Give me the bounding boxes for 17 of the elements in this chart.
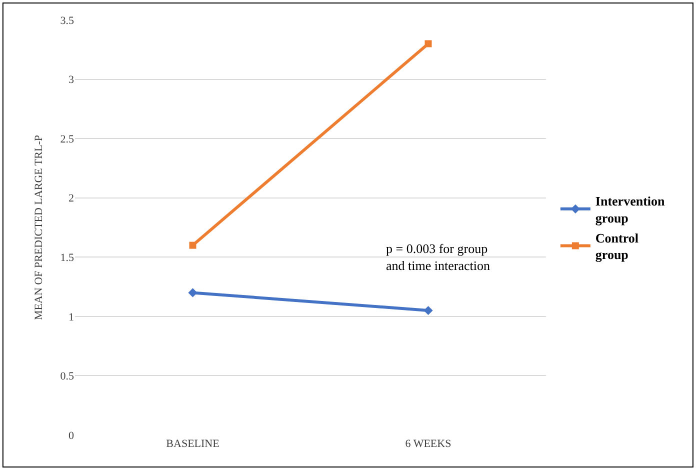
y-tick-label: 1 xyxy=(68,311,74,324)
legend-label: Control group xyxy=(595,230,639,262)
x-tick-label: BASELINE xyxy=(166,438,220,450)
point xyxy=(424,40,432,48)
y-axis-title: MEAN OF PREDICTED LARGE TRL-P xyxy=(32,135,45,320)
point xyxy=(189,242,196,249)
y-tick-label: 2.5 xyxy=(60,133,74,146)
y-tick-label: 0 xyxy=(68,430,74,442)
y-tick-label: 0.5 xyxy=(60,370,74,383)
y-tick-label: 3 xyxy=(68,74,74,86)
x-tick-label: 6 WEEKS xyxy=(405,438,452,450)
legend-label: Intervention group xyxy=(595,194,666,226)
annotation: p = 0.003 for group and time interaction xyxy=(386,241,490,273)
y-tick-label: 1.5 xyxy=(60,252,74,264)
y-tick-label: 2 xyxy=(68,192,74,205)
point xyxy=(424,306,433,316)
y-tick-label: 3.5 xyxy=(60,14,74,27)
